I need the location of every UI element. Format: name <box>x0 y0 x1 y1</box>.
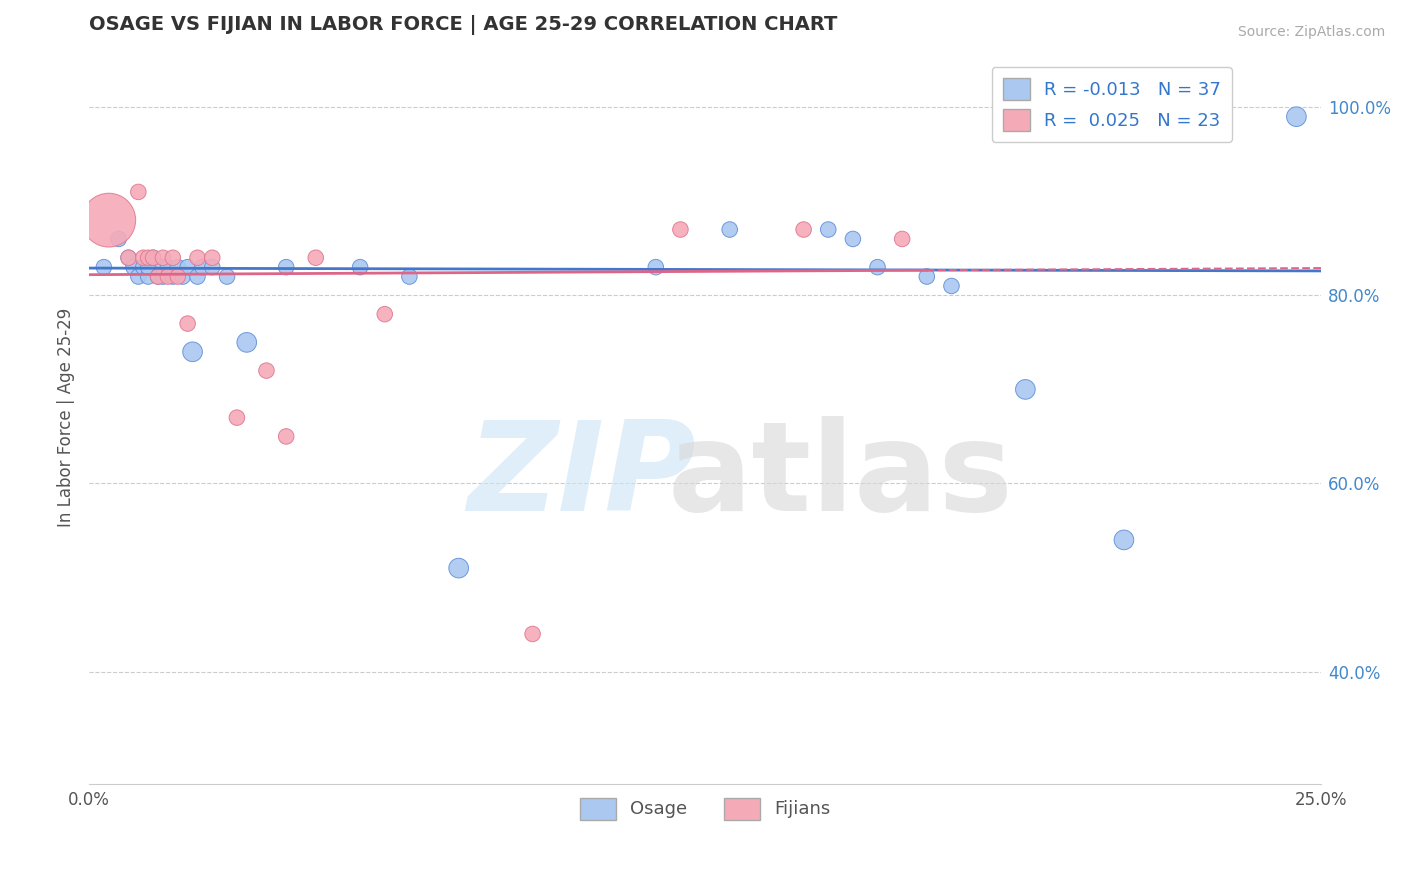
Point <box>276 429 298 443</box>
Point <box>256 363 278 377</box>
Point <box>186 269 208 284</box>
Point <box>136 269 159 284</box>
Point <box>127 185 149 199</box>
Point <box>162 269 184 284</box>
Point <box>644 260 666 274</box>
Point <box>142 251 165 265</box>
Point <box>162 251 184 265</box>
Point <box>669 222 692 236</box>
Point <box>132 251 155 265</box>
Point <box>107 232 129 246</box>
Point <box>172 269 194 284</box>
Point <box>374 307 396 321</box>
Point <box>152 251 174 265</box>
Point <box>142 251 165 265</box>
Point <box>176 260 198 274</box>
Point <box>166 260 188 274</box>
Point <box>146 269 169 284</box>
Point <box>305 251 328 265</box>
Point <box>181 344 204 359</box>
Point <box>866 260 889 274</box>
Point <box>201 260 224 274</box>
Point <box>117 251 139 265</box>
Point <box>122 260 145 274</box>
Point <box>176 317 198 331</box>
Point <box>127 269 149 284</box>
Text: Source: ZipAtlas.com: Source: ZipAtlas.com <box>1237 25 1385 39</box>
Point <box>236 335 259 350</box>
Point <box>398 269 420 284</box>
Point <box>201 251 224 265</box>
Point <box>136 260 159 274</box>
Point <box>793 222 815 236</box>
Point <box>156 269 179 284</box>
Point <box>146 269 169 284</box>
Text: OSAGE VS FIJIAN IN LABOR FORCE | AGE 25-29 CORRELATION CHART: OSAGE VS FIJIAN IN LABOR FORCE | AGE 25-… <box>89 15 838 35</box>
Point <box>1014 383 1036 397</box>
Point <box>891 232 914 246</box>
Point <box>276 260 298 274</box>
Point <box>191 260 214 274</box>
Text: atlas: atlas <box>668 416 1014 537</box>
Point <box>447 561 470 575</box>
Point <box>136 251 159 265</box>
Legend: Osage, Fijians: Osage, Fijians <box>572 790 838 827</box>
Point <box>156 260 179 274</box>
Point <box>166 269 188 284</box>
Point <box>1285 110 1308 124</box>
Point <box>941 279 963 293</box>
Point <box>152 260 174 274</box>
Point <box>842 232 865 246</box>
Point <box>1112 533 1135 547</box>
Point <box>915 269 938 284</box>
Point <box>117 251 139 265</box>
Point <box>718 222 741 236</box>
Point <box>93 260 115 274</box>
Point <box>132 260 155 274</box>
Point <box>225 410 247 425</box>
Point <box>215 269 238 284</box>
Point <box>817 222 839 236</box>
Y-axis label: In Labor Force | Age 25-29: In Labor Force | Age 25-29 <box>58 308 75 527</box>
Point <box>152 269 174 284</box>
Point <box>522 627 544 641</box>
Point <box>349 260 371 274</box>
Point <box>97 213 120 227</box>
Text: ZIP: ZIP <box>467 416 696 537</box>
Point <box>186 251 208 265</box>
